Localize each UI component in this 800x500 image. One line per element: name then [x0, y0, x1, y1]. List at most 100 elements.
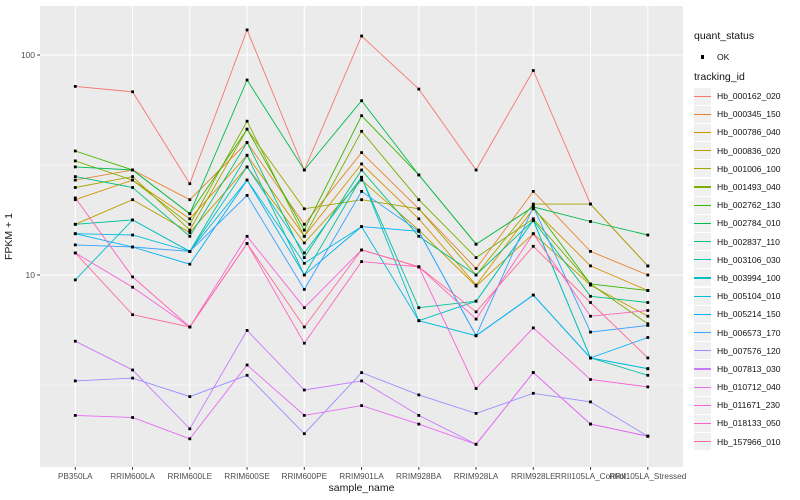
- data-point: [531, 207, 535, 211]
- legend-item: Hb_005214_150: [694, 305, 781, 323]
- data-point: [302, 168, 306, 172]
- data-point: [131, 416, 134, 419]
- data-point: [131, 175, 134, 178]
- data-point: [589, 400, 592, 404]
- data-point: [474, 412, 478, 415]
- legend-label: Hb_000836_020: [717, 145, 781, 156]
- data-point: [360, 34, 363, 38]
- data-point: [531, 69, 535, 72]
- legend-label: Hb_002784_010: [717, 218, 781, 229]
- legend-item: Hb_007813_030: [694, 360, 781, 378]
- legend-item: Hb_002762_130: [694, 196, 781, 214]
- x-tick-label: RRIM600LE: [167, 472, 212, 481]
- legend-key-icon: [694, 324, 711, 342]
- data-point: [360, 168, 363, 172]
- x-tick-label: RRIM928LE: [511, 472, 556, 481]
- legend-item: Hb_005104_010: [694, 287, 781, 305]
- data-point: [589, 250, 592, 253]
- data-point: [360, 129, 363, 133]
- data-point: [474, 387, 478, 390]
- legend-item: Hb_000345_150: [694, 105, 781, 123]
- data-point: [360, 260, 363, 263]
- legend-key-line: [694, 404, 711, 406]
- data-point: [245, 242, 249, 245]
- legend-label: Hb_007576_120: [717, 345, 781, 356]
- data-point: [302, 207, 306, 211]
- data-point: [302, 261, 306, 265]
- data-point: [73, 165, 77, 169]
- data-point: [73, 149, 77, 153]
- data-point: [73, 278, 77, 282]
- ok-point-icon: [694, 49, 711, 66]
- data-point: [245, 329, 249, 332]
- data-point: [131, 218, 134, 222]
- x-tick-label: RRIM600LA: [110, 472, 155, 481]
- legend-item-quant-status: OK: [694, 48, 729, 66]
- data-point: [360, 225, 363, 228]
- data-point: [302, 288, 306, 291]
- data-point: [646, 324, 650, 327]
- data-point: [73, 339, 77, 343]
- data-point: [302, 228, 306, 232]
- data-point: [245, 119, 249, 123]
- data-point: [417, 265, 421, 269]
- data-point: [73, 222, 77, 226]
- legend-item: Hb_000162_020: [694, 87, 781, 105]
- data-point: [188, 437, 192, 441]
- data-point: [245, 78, 249, 82]
- legend-key-icon: [694, 196, 711, 214]
- data-point: [360, 198, 363, 202]
- data-point: [417, 198, 421, 202]
- data-point: [589, 330, 592, 334]
- legend-key-icon: [694, 123, 711, 141]
- data-point: [360, 162, 363, 166]
- legend-key-line: [694, 186, 711, 188]
- data-point: [589, 422, 592, 426]
- data-point: [531, 293, 535, 297]
- legend-item: Hb_000786_040: [694, 123, 781, 141]
- data-point: [302, 273, 306, 277]
- data-point: [646, 301, 650, 304]
- legend-label: Hb_157966_010: [717, 436, 781, 447]
- data-point: [531, 326, 535, 330]
- legend-key-line: [694, 95, 711, 97]
- legend-key-icon: [694, 342, 711, 360]
- data-point: [360, 114, 363, 118]
- legend-label: Hb_006573_170: [717, 327, 781, 338]
- data-point: [131, 186, 134, 189]
- x-tick-label: RRII105LA_Stressed: [609, 472, 686, 481]
- data-point: [302, 241, 306, 245]
- data-point: [245, 28, 249, 32]
- data-point: [646, 289, 650, 292]
- legend-tracking-id-items: Hb_000162_020 Hb_000345_150 Hb_000786_040 H…: [694, 87, 781, 451]
- data-point: [188, 217, 192, 221]
- legend-key-icon: [694, 214, 711, 232]
- legend-key-icon: [694, 105, 711, 123]
- legend-item: Hb_006573_170: [694, 323, 781, 342]
- data-point: [188, 262, 192, 266]
- legend-item: Hb_011671_230: [694, 396, 781, 414]
- legend-label: Hb_001493_040: [717, 182, 781, 193]
- data-point: [646, 367, 650, 371]
- legend-title-tracking-id: tracking_id: [694, 71, 745, 83]
- data-point: [131, 178, 134, 182]
- legend-key-line: [694, 350, 711, 352]
- legend-key-line: [694, 131, 711, 134]
- legend-item: Hb_010712_040: [694, 378, 781, 396]
- data-point: [589, 220, 592, 223]
- legend-key-line: [694, 241, 711, 243]
- data-point: [131, 168, 134, 172]
- data-point: [646, 385, 650, 389]
- data-point: [646, 233, 650, 237]
- data-point: [474, 242, 478, 246]
- legend-label: Hb_000786_040: [717, 127, 781, 138]
- data-point: [73, 175, 77, 178]
- legend-key-icon: [694, 378, 711, 396]
- legend-key-line: [694, 204, 711, 206]
- data-point: [73, 196, 77, 200]
- data-point: [302, 432, 306, 436]
- legend-label-ok: OK: [717, 52, 730, 63]
- legend-key-icon: [694, 414, 711, 432]
- legend-item: Hb_003994_100: [694, 269, 781, 287]
- legend-key-line: [694, 441, 711, 443]
